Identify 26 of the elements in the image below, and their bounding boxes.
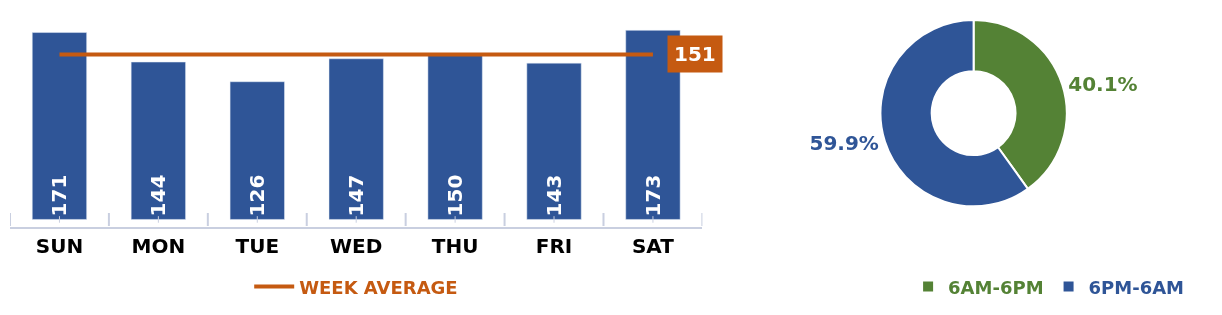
bar [328,58,384,220]
x-tick-label: MON [131,234,186,258]
bar [427,55,483,220]
data-label: 59.9% [809,130,879,155]
x-tick-label: THU [431,234,479,258]
x-tick-label: WED [330,234,383,258]
data-label: 144 [146,174,171,217]
data-label: 40.1% [1068,71,1138,96]
bar [229,81,285,220]
x-tick-label: TUE [235,234,280,258]
legend-label: WEEK AVERAGE [299,276,458,298]
bar [32,32,87,220]
x-tick-label: SUN [35,234,84,258]
legend-label: 6AM-6PM [948,276,1044,298]
data-label: 126 [245,174,270,217]
x-tick-label: FRI [535,234,573,258]
bar [526,62,582,220]
data-label: 173 [640,174,665,217]
data-label: 150 [443,174,468,217]
data-label: 171 [47,174,72,217]
data-label: 147 [344,174,369,217]
x-tick-label: SAT [631,234,675,258]
data-label: 143 [542,174,567,217]
bar [130,61,186,220]
legend-label: 6PM-6AM [1088,276,1185,298]
data-label: 151 [674,42,716,66]
